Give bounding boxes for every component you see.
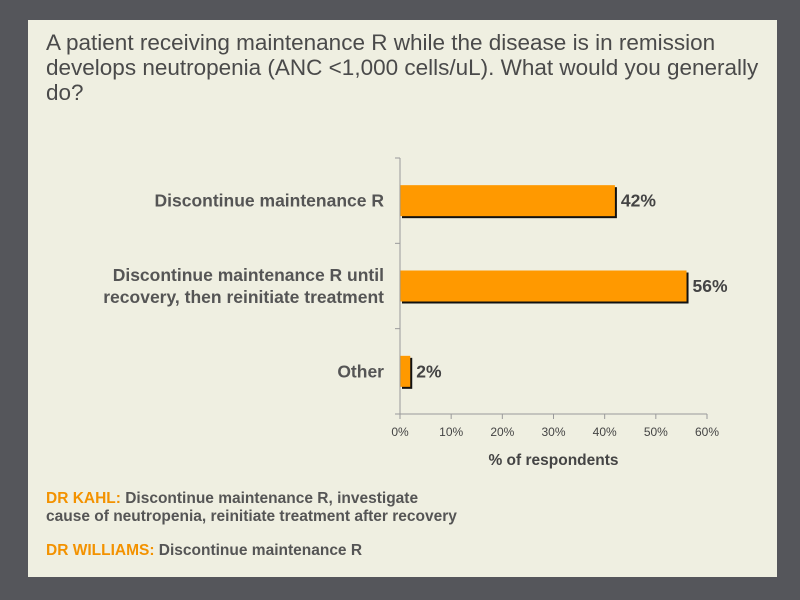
category-label-1-1: recovery, then reinitiate treatment [103, 287, 384, 307]
note-kahl: DR KAHL: Discontinue maintenance R, inve… [46, 490, 746, 526]
bar-1 [400, 270, 687, 302]
note-williams-text: Discontinue maintenance R [154, 542, 363, 559]
x-tick-label-5: 50% [644, 425, 668, 439]
x-tick-label-1: 10% [439, 425, 463, 439]
value-label-1: 56% [693, 276, 728, 296]
bar-chart: 42% Discontinue maintenance R 56% Discontin… [103, 157, 728, 469]
x-tick-label-2: 20% [490, 425, 514, 439]
x-tick-label-4: 40% [593, 425, 617, 439]
category-label-0-0: Discontinue maintenance R [155, 191, 385, 211]
note-williams: DR WILLIAMS: Discontinue maintenance R [46, 542, 746, 560]
category-label-1-0: Discontinue maintenance R until [113, 265, 384, 285]
x-tick-label-3: 30% [541, 425, 565, 439]
bar-0 [400, 185, 615, 217]
question-title: A patient receiving maintenance R while … [46, 30, 759, 105]
bar-2 [400, 355, 411, 387]
x-axis-title: % of respondents [488, 452, 618, 469]
slide: A patient receiving maintenance R while … [28, 20, 777, 577]
category-label-2-0: Other [337, 361, 384, 381]
note-kahl-text: Discontinue maintenance R, investigate [120, 490, 419, 507]
x-tick-label-0: 0% [391, 425, 409, 439]
note-kahl-text-line2: cause of neutropenia, reinitiate treatme… [46, 508, 457, 525]
note-kahl-speaker: DR KAHL: [46, 490, 121, 507]
note-williams-speaker: DR WILLIAMS: [46, 542, 155, 559]
x-tick-label-6: 60% [695, 425, 719, 439]
value-label-0: 42% [621, 191, 656, 211]
value-label-2: 2% [416, 361, 442, 381]
